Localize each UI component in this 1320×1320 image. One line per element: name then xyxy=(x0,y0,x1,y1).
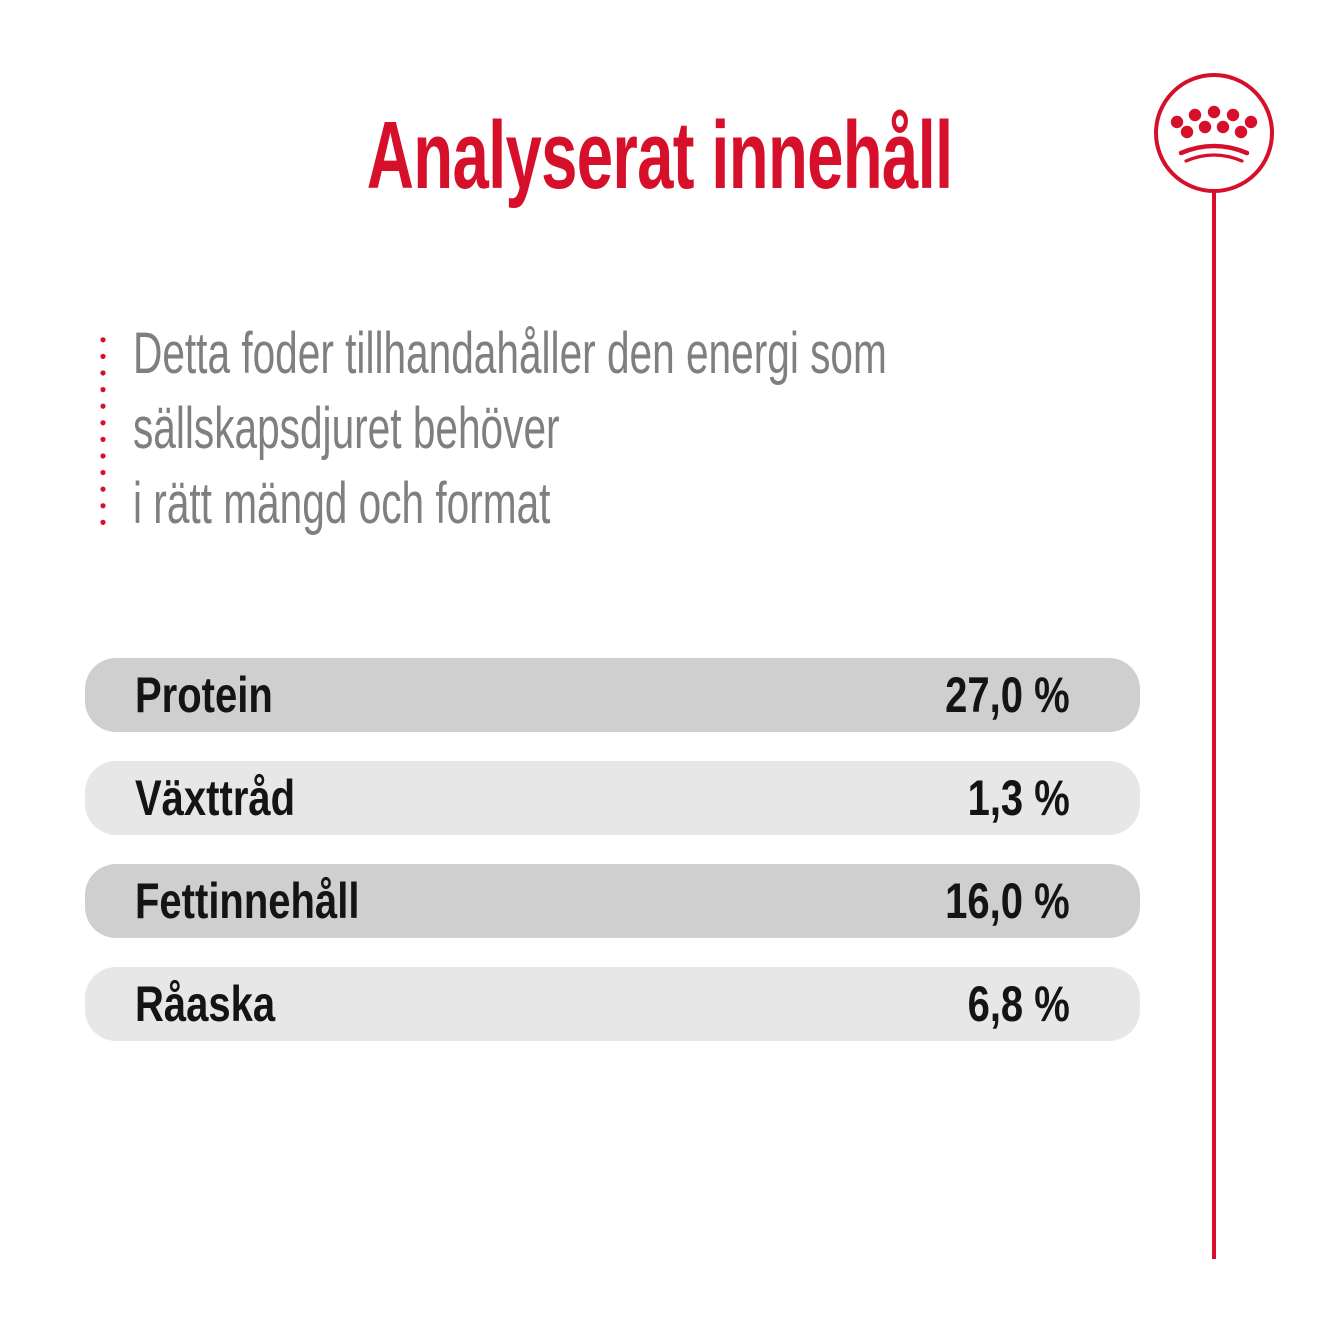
table-row-protein: Protein 27,0 % xyxy=(85,658,1140,732)
row-value: 16,0 % xyxy=(945,873,1070,929)
table-row-crude-fibre: Växttråd 1,3 % xyxy=(85,761,1140,835)
description-line: sällskapsdjuret behöver xyxy=(133,396,560,461)
table-row-fat-content: Fettinnehåll 16,0 % xyxy=(85,864,1140,938)
row-label: Växttråd xyxy=(135,770,296,826)
page-title-text: Analyserat innehåll xyxy=(367,102,953,209)
description-line: Detta foder tillhandahåller den energi s… xyxy=(133,321,887,386)
row-value: 1,3 % xyxy=(967,770,1070,826)
page-title: Analyserat innehåll xyxy=(0,100,1320,212)
row-value: 27,0 % xyxy=(945,667,1070,723)
description-paragraph: Detta foder tillhandahåller den energi s… xyxy=(133,316,1210,541)
row-value: 6,8 % xyxy=(967,976,1070,1032)
row-label: Protein xyxy=(135,667,273,723)
row-label: Råaska xyxy=(135,976,276,1032)
dotted-rule-decoration xyxy=(100,337,106,527)
crown-icon xyxy=(1154,73,1274,193)
nutrition-table: Protein 27,0 % Växttråd 1,3 % Fettinnehå… xyxy=(85,658,1140,1070)
royal-canin-logo xyxy=(1152,71,1276,195)
row-label: Fettinnehåll xyxy=(135,873,360,929)
description-line: i rätt mängd och format xyxy=(133,471,551,536)
vertical-divider-line xyxy=(1212,192,1216,1259)
table-row-crude-ash: Råaska 6,8 % xyxy=(85,967,1140,1041)
